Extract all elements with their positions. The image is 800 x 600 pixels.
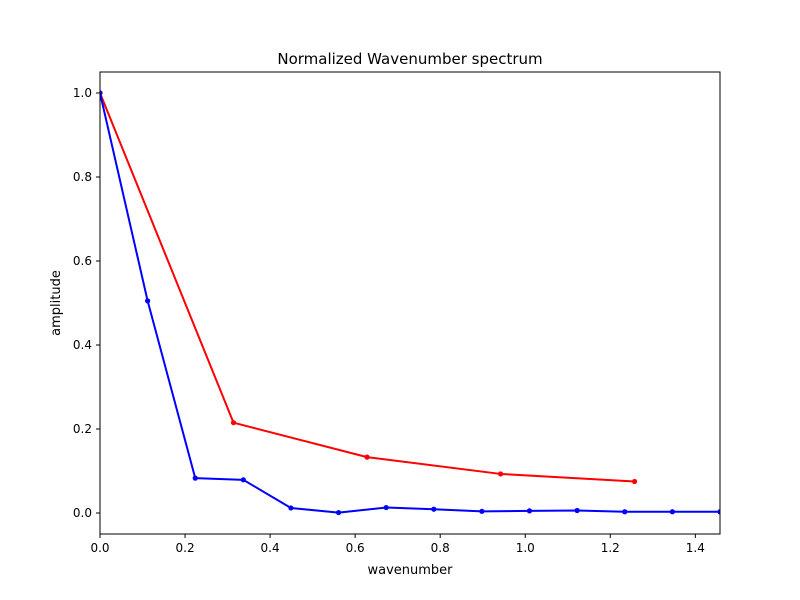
y-tick-label: 0.0 — [73, 506, 92, 520]
y-tick-label: 0.2 — [73, 422, 92, 436]
x-tick-label: 0.6 — [346, 541, 365, 555]
series-2-point — [192, 475, 198, 481]
series-2-point — [145, 298, 151, 304]
chart-title: Normalized Wavenumber spectrum — [277, 50, 542, 68]
y-tick-label: 0.4 — [73, 338, 92, 352]
plot-area — [100, 90, 720, 516]
y-tick-label: 0.6 — [73, 254, 92, 268]
series-2-point — [100, 90, 103, 96]
x-tick-label: 1.4 — [686, 541, 705, 555]
x-tick-label: 0.8 — [431, 541, 450, 555]
series-2-point — [335, 509, 342, 516]
x-axis-label: wavenumber — [367, 563, 453, 578]
series-1-point — [631, 478, 638, 485]
x-tick-label: 0.0 — [90, 541, 109, 555]
series-1-point — [364, 454, 370, 460]
series-2-point — [669, 509, 675, 515]
y-tick-label: 1.0 — [73, 86, 92, 100]
series-2-point — [717, 509, 720, 515]
series-2-point — [240, 477, 246, 483]
x-tick-label: 1.0 — [516, 541, 535, 555]
y-axis-ticks: 0.0 0.2 0.4 0.6 0.8 1.0 — [73, 86, 100, 520]
x-tick-label: 0.2 — [176, 541, 195, 555]
series-2-line — [100, 92, 720, 514]
series-1-point — [497, 471, 504, 477]
x-tick-label: 0.4 — [261, 541, 280, 555]
series-2-point — [479, 508, 485, 514]
y-axis-label: amplitude — [49, 270, 64, 336]
axes-frame — [99, 71, 721, 535]
series-2-point — [526, 508, 533, 514]
series-2-point — [574, 507, 580, 514]
x-axis-ticks: 0.0 0.2 0.4 0.6 0.8 1.0 1.2 1.4 — [90, 534, 705, 555]
x-tick-label: 1.2 — [601, 541, 620, 555]
series-1-point — [230, 420, 237, 426]
series-2-point — [288, 505, 294, 511]
y-tick-label: 0.8 — [73, 170, 92, 184]
series-2-point — [622, 509, 628, 515]
series-2-point — [383, 504, 389, 511]
series-2-point — [431, 506, 437, 512]
